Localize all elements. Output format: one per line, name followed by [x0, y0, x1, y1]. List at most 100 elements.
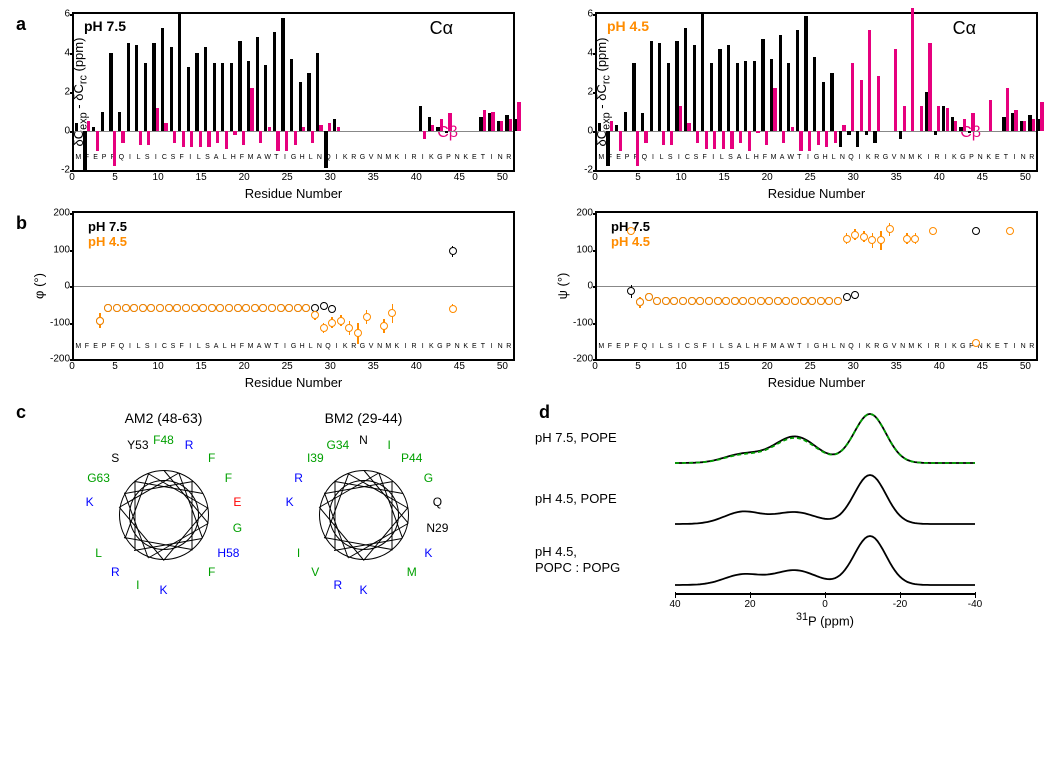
data-point	[748, 297, 756, 305]
wheel-residue: K	[86, 495, 94, 509]
wheel-residue: K	[359, 583, 367, 597]
wheel-residue: K	[286, 495, 294, 509]
data-point	[851, 231, 859, 239]
data-point	[645, 293, 653, 301]
bar	[423, 131, 426, 139]
data-point	[688, 297, 696, 305]
data-point	[199, 304, 207, 312]
data-point	[843, 293, 851, 301]
data-point	[311, 311, 319, 319]
data-point	[653, 297, 661, 305]
bar	[817, 131, 820, 145]
figure-root: a pH 7.5 Cα Cβ δCexp - δCrc (ppm) -20246…	[12, 12, 1038, 628]
data-point	[96, 317, 104, 325]
nmr-spectra: pH 7.5, POPEpH 4.5, POPEpH 4.5,POPC : PO…	[535, 400, 1038, 628]
bar	[894, 49, 897, 131]
bar	[445, 131, 448, 133]
helical-wheels: AM2 (48-63)F48GIG63FFLY53EKKRH58RSFBM2 (…	[12, 400, 515, 600]
wheel-residue: P44	[401, 451, 422, 465]
nmr-xlabel: 31P (ppm)	[675, 611, 975, 628]
bar	[195, 53, 198, 131]
spectrum-label: pH 4.5, POPE	[535, 491, 675, 507]
bar-chart-ph45: pH 4.5 Cα Cβ δCexp - δCrc (ppm) -20246MF…	[595, 12, 1038, 172]
wheel-residue: G63	[87, 471, 110, 485]
data-point	[259, 304, 267, 312]
data-point	[868, 236, 876, 244]
bar	[722, 131, 725, 149]
xtick-row: 05101520253035404550	[72, 172, 515, 184]
wheel-residue: K	[159, 583, 167, 597]
bar	[431, 125, 434, 131]
wheel-title: BM2 (29-44)	[279, 410, 449, 426]
bar	[178, 14, 181, 131]
wheel-residue: I	[387, 438, 390, 452]
bar	[1014, 110, 1017, 131]
wheel-residue: L	[95, 546, 102, 560]
data-point	[825, 297, 833, 305]
bar	[83, 131, 86, 170]
bar	[696, 131, 699, 143]
psi-scatter: ψ (°) pH 7.5 pH 4.5 -200-1000100200MFEPF…	[595, 211, 1038, 361]
wheel-residue: Y53	[127, 438, 148, 452]
bar	[963, 119, 966, 131]
data-point	[679, 297, 687, 305]
data-point	[104, 304, 112, 312]
data-point	[285, 304, 293, 312]
bar	[667, 63, 670, 131]
bar	[233, 131, 236, 135]
bar	[954, 121, 957, 131]
bar	[127, 43, 130, 131]
wheel-residue: N29	[426, 521, 448, 535]
bar	[500, 121, 503, 131]
data-point	[122, 304, 130, 312]
panel-a-right: pH 4.5 Cα Cβ δCexp - δCrc (ppm) -20246MF…	[535, 12, 1038, 201]
data-point	[320, 324, 328, 332]
bar	[113, 131, 116, 166]
bar	[264, 65, 267, 131]
bar	[744, 61, 747, 131]
wheel-residue: G34	[327, 438, 350, 452]
bar	[779, 35, 782, 131]
bar	[161, 28, 164, 131]
bar	[624, 112, 627, 132]
bar	[164, 123, 167, 131]
wheel-residue: R	[294, 471, 303, 485]
ph75-title: pH 7.5	[84, 18, 126, 34]
ca-label: Cα	[430, 18, 453, 39]
bar	[328, 123, 331, 131]
bar	[644, 131, 647, 143]
bar	[761, 39, 764, 131]
bar	[662, 131, 665, 145]
bar	[207, 131, 210, 147]
bar	[679, 106, 682, 131]
data-point	[851, 291, 859, 299]
bar	[989, 100, 992, 131]
data-point	[113, 304, 121, 312]
data-point	[449, 305, 457, 313]
bar	[847, 131, 850, 135]
bar	[899, 131, 902, 139]
bar	[290, 59, 293, 131]
wheel-residue: I	[297, 546, 300, 560]
wheel-residue: F48	[153, 433, 174, 447]
bar	[791, 127, 794, 131]
bar	[822, 82, 825, 131]
panel-c: c AM2 (48-63)F48GIG63FFLY53EKKRH58RSFBM2…	[12, 400, 515, 628]
data-point	[345, 324, 353, 332]
data-point	[808, 297, 816, 305]
bar	[204, 47, 207, 131]
bar	[199, 131, 202, 147]
bar	[225, 131, 228, 149]
phi-scatter: φ (°) pH 7.5 pH 4.5 -200-1000100200MFEPF…	[72, 211, 515, 361]
wheel-residue: I	[136, 578, 139, 592]
bar	[606, 131, 609, 166]
legend-ph75: pH 7.5	[88, 219, 127, 234]
bar	[903, 106, 906, 131]
data-point	[234, 304, 242, 312]
bar	[658, 43, 661, 131]
bar	[705, 131, 708, 149]
bar	[934, 131, 937, 135]
bar	[483, 110, 486, 131]
bar	[182, 131, 185, 147]
panel-b-label: b	[16, 213, 27, 234]
